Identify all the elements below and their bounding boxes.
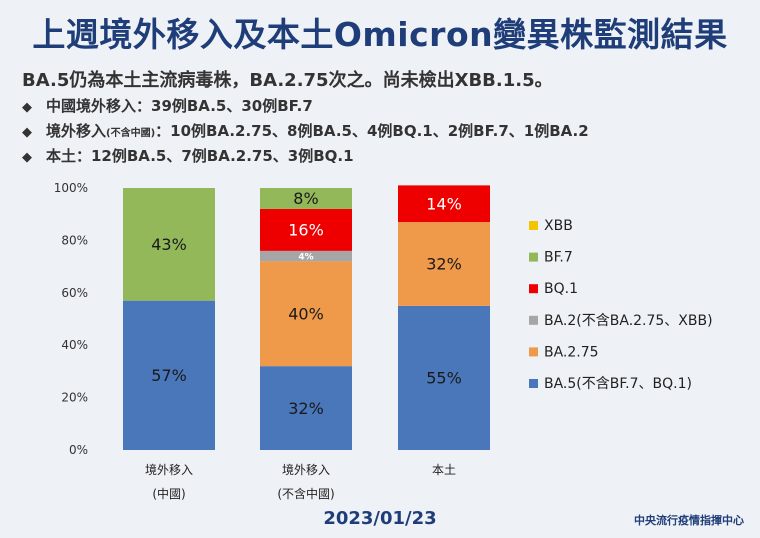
- bar-segment: [260, 366, 352, 450]
- y-tick-label: 60%: [61, 286, 88, 300]
- report-date: 2023/01/23: [323, 508, 437, 529]
- x-tick-label-sub: (中國): [152, 486, 185, 501]
- legend-swatch: [529, 315, 538, 325]
- x-tick-label: 本土: [432, 463, 456, 477]
- data-label: 40%: [288, 305, 324, 324]
- bullet-rest: ：10例BA.2.75、8例BA.5、4例BQ.1、2例BF.7、1例BA.2: [155, 122, 589, 140]
- bar-segment: [260, 208, 352, 251]
- diamond-bullet-icon: ◆: [22, 100, 32, 115]
- data-label: 43%: [151, 235, 187, 254]
- legend-label: BA.2(不含BA.2.75、XBB): [544, 313, 713, 329]
- bullet-note: (不含中國): [106, 128, 156, 139]
- data-label: 14%: [426, 194, 462, 213]
- y-tick-label: 100%: [54, 181, 88, 195]
- bullet-text: 境外移入: [46, 122, 107, 140]
- diamond-bullet-icon: ◆: [22, 125, 32, 140]
- x-tick-label-sub: (不含中國): [277, 486, 334, 501]
- data-label: 57%: [151, 366, 187, 385]
- legend-label: BF.7: [544, 250, 573, 266]
- bar-segment: [123, 188, 215, 301]
- bar-segment: [123, 300, 215, 450]
- y-tick-label: 0%: [69, 443, 88, 457]
- diamond-bullet-icon: ◆: [22, 150, 32, 165]
- bar-segment: [260, 261, 352, 367]
- bar-segment: [398, 305, 490, 450]
- data-label: 16%: [288, 221, 324, 240]
- organization-name: 中央流行疫情指揮中心: [634, 514, 744, 527]
- legend-swatch: [529, 252, 538, 262]
- data-label: 8%: [293, 189, 318, 208]
- bullet-text: 中國境外移入：39例BA.5、30例BF.7: [46, 97, 313, 115]
- bullet-text: 本土：12例BA.5、7例BA.2.75、3例BQ.1: [46, 147, 354, 165]
- bar-segment: [398, 222, 490, 306]
- legend-swatch: [529, 221, 538, 230]
- bullet-item: ◆ 本土：12例BA.5、7例BA.2.75、3例BQ.1: [22, 146, 589, 171]
- bar-segment: [260, 250, 352, 262]
- legend-swatch: [529, 379, 538, 388]
- x-tick-label: 境外移入: [282, 462, 330, 477]
- legend-swatch: [529, 347, 538, 357]
- page-title: 上週境外移入及本土Omicron變異株監測結果: [32, 15, 728, 54]
- x-tick-label: 境外移入: [145, 462, 193, 477]
- legend-label: XBB: [544, 218, 573, 234]
- data-label: 4%: [298, 252, 313, 262]
- data-label: 32%: [426, 255, 462, 274]
- bar-segment: [398, 185, 490, 223]
- legend-label: BQ.1: [544, 281, 578, 297]
- bar-segment: [260, 188, 352, 209]
- bullet-item: ◆ 境外移入(不含中國)：10例BA.2.75、8例BA.5、4例BQ.1、2例B…: [22, 121, 589, 146]
- legend-swatch: [529, 284, 538, 294]
- bullet-item: ◆ 中國境外移入：39例BA.5、30例BF.7: [22, 96, 589, 121]
- data-label: 55%: [426, 369, 462, 388]
- y-tick-label: 20%: [61, 391, 88, 405]
- legend-label: BA.5(不含BF.7、BQ.1): [544, 376, 692, 392]
- bullet-list: ◆ 中國境外移入：39例BA.5、30例BF.7 ◆ 境外移入(不含中國)：10例B…: [22, 96, 589, 171]
- y-tick-label: 40%: [61, 338, 88, 352]
- data-label: 32%: [288, 399, 324, 418]
- page-subtitle: BA.5仍為本土主流病毒株，BA.2.75次之。尚未檢出XBB.1.5。: [22, 70, 553, 91]
- legend-label: BA.2.75: [544, 344, 599, 360]
- y-tick-label: 80%: [61, 233, 88, 247]
